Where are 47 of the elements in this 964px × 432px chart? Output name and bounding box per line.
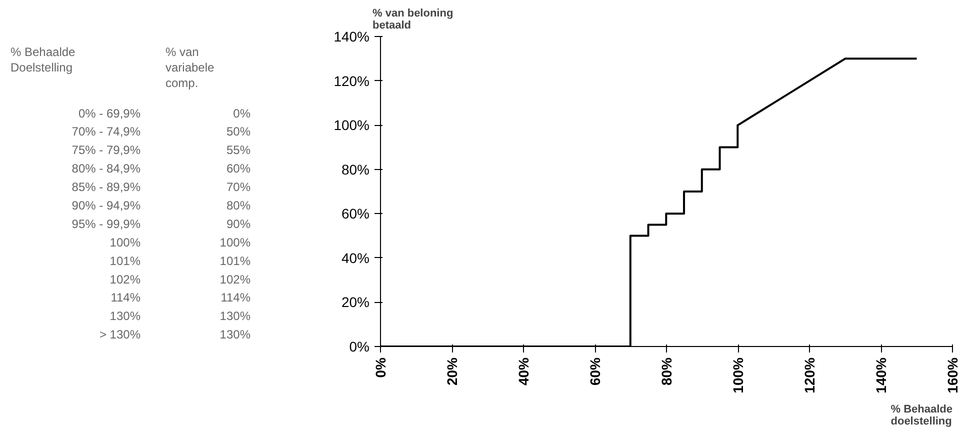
y-axis-title: % van beloning betaald — [372, 8, 454, 32]
text: 100% — [220, 235, 251, 250]
text: % Behaalde Doelstelling — [10, 45, 76, 75]
x-tick-label: 20% — [444, 356, 460, 386]
text: 114% — [220, 290, 251, 305]
text: 130% — [220, 328, 251, 342]
x-tick-label: 100% — [730, 356, 746, 394]
text: 85% - 89,9% — [72, 180, 141, 194]
text: 80% - 84,9% — [72, 162, 141, 176]
x-tick-label: 120% — [802, 356, 818, 394]
text: 102% — [220, 272, 251, 286]
text: 0% — [233, 106, 251, 120]
x-tick-label: 140% — [873, 356, 889, 394]
text: 80% — [226, 198, 251, 212]
text: 102% — [110, 272, 141, 286]
text: % van variabele comp. — [166, 45, 215, 90]
text: 90% - 94,9% — [72, 198, 141, 212]
text: 90% — [226, 216, 251, 231]
text: 70% - 74,9% — [72, 124, 141, 139]
x-axis-title: % Behaalde doelstelling — [890, 404, 953, 428]
text: 130% — [110, 309, 141, 324]
text: 100% — [110, 235, 141, 250]
x-tick-label: 60% — [587, 356, 603, 386]
y-tick-label: 140% — [334, 28, 370, 44]
x-tick-label: 40% — [516, 356, 532, 386]
text: 55% — [226, 143, 251, 158]
y-tick-label: 100% — [334, 117, 370, 134]
x-tick-label: 160% — [944, 356, 960, 394]
text: 75% - 79,9% — [72, 143, 141, 158]
x-tick-label: 80% — [658, 356, 674, 386]
text: 101% — [220, 254, 251, 268]
text: 114% — [110, 290, 141, 305]
y-tick-label: 40% — [341, 250, 370, 266]
text: 101% — [110, 254, 141, 268]
x-tick-label: 0% — [372, 356, 388, 378]
text: 0% - 69,9% — [78, 106, 141, 120]
text: 60% — [226, 162, 251, 176]
y-tick-label: 60% — [341, 206, 370, 222]
text: 130% — [220, 309, 251, 324]
text: > 130% — [99, 328, 141, 342]
text: 50% — [226, 124, 251, 139]
y-tick-label: 20% — [341, 294, 370, 310]
y-tick-label: 0% — [349, 338, 370, 354]
y-tick-label: 120% — [334, 72, 370, 89]
text: 95% - 99,9% — [72, 216, 141, 231]
text: 70% — [226, 180, 251, 194]
y-tick-label: 80% — [341, 161, 370, 178]
